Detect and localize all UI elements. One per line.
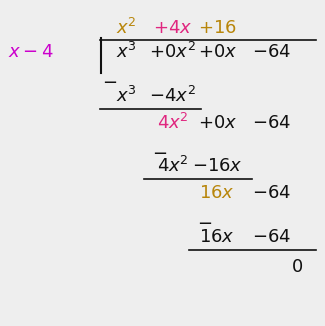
Text: $-64$: $-64$ — [252, 228, 291, 246]
Text: $+16$: $+16$ — [198, 20, 237, 37]
Text: $x^3$: $x^3$ — [116, 42, 137, 63]
Text: $+0x$: $+0x$ — [198, 43, 237, 61]
Text: $-64$: $-64$ — [252, 185, 291, 202]
Text: $+4x$: $+4x$ — [153, 20, 192, 37]
Text: $-16x$: $-16x$ — [192, 157, 243, 175]
Text: $4x^2$: $4x^2$ — [157, 156, 188, 176]
Text: $-$: $-$ — [102, 72, 117, 90]
Text: $+0x$: $+0x$ — [198, 114, 237, 132]
Text: $-64$: $-64$ — [252, 43, 291, 61]
Text: $16x$: $16x$ — [200, 185, 235, 202]
Text: $0$: $0$ — [291, 258, 303, 276]
Text: $-$: $-$ — [152, 143, 168, 161]
Text: $x^3$: $x^3$ — [116, 86, 137, 106]
Text: $-64$: $-64$ — [252, 114, 291, 132]
Text: $x^2$: $x^2$ — [116, 18, 137, 38]
Text: $-$: $-$ — [197, 213, 212, 231]
Text: $+0x^2$: $+0x^2$ — [150, 42, 196, 63]
Text: $16x$: $16x$ — [200, 228, 235, 246]
Text: $4x^2$: $4x^2$ — [157, 113, 188, 133]
Text: $x-4$: $x-4$ — [8, 43, 54, 61]
Text: $-4x^2$: $-4x^2$ — [150, 86, 196, 106]
